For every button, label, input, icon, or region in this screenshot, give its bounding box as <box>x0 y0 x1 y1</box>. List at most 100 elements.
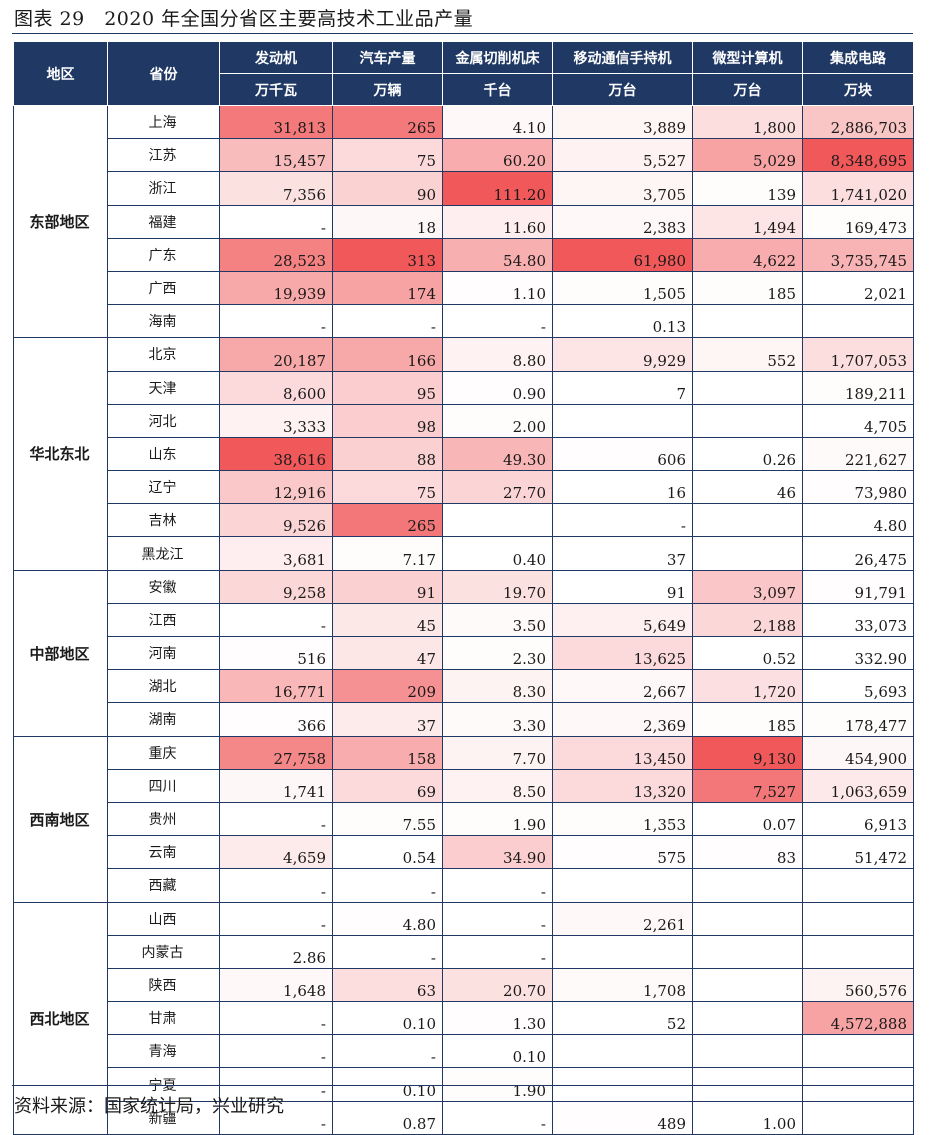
value-cell: 75 <box>332 470 443 505</box>
value-cell: 2,188 <box>692 602 803 638</box>
value-cell: 54.80 <box>442 237 553 272</box>
province-cell: 河北 <box>107 403 220 438</box>
value-cell: 33,073 <box>802 602 914 638</box>
value-cell: 0.10 <box>332 1001 443 1036</box>
value-cell: 332.90 <box>802 635 914 671</box>
value-cell <box>692 503 803 538</box>
value-cell: 4.10 <box>442 104 553 140</box>
value-cell: 15,457 <box>219 138 333 173</box>
table-row: 青海 - -0.10 <box>14 1034 914 1069</box>
province-cell: 四川 <box>107 768 220 803</box>
value-cell: 139 <box>692 171 803 206</box>
table-row: 河北 3,333 98 2.00 4,705 <box>14 403 914 438</box>
value-cell: 0.87 <box>332 1100 443 1135</box>
value-cell: 13,320 <box>552 768 693 803</box>
value-cell: - <box>332 304 443 339</box>
table-row: 江苏 15,457 75 60.20 5,527 5,029 8,348,695 <box>14 138 914 173</box>
header-unit: 万块 <box>802 73 914 106</box>
value-cell: 9,526 <box>219 503 333 538</box>
value-cell: - <box>219 801 333 837</box>
value-cell: 221,627 <box>802 436 914 472</box>
value-cell <box>802 1034 914 1069</box>
value-cell: 8.50 <box>442 768 553 803</box>
value-cell <box>692 868 803 903</box>
table-row: 贵州 -7.55 1.90 1,353 0.07 6,913 <box>14 801 914 837</box>
table-row: 中部地区 安徽 9,258 91 19.70 91 3,097 91,791 <box>13 569 914 737</box>
table-row: 广东 28,523 313 54.80 61,980 4,622 3,735,745 <box>14 237 914 272</box>
header-product: 金属切削机床 <box>442 41 553 74</box>
value-cell: 95 <box>332 370 443 405</box>
province-cell: 天津 <box>107 370 220 405</box>
value-cell: 1,741,020 <box>802 171 914 206</box>
value-cell: - <box>219 1001 333 1036</box>
header-unit: 万辆 <box>332 73 443 106</box>
value-cell: 7 <box>552 370 693 405</box>
value-cell: - <box>442 934 553 969</box>
value-cell: 178,477 <box>802 702 914 737</box>
province-cell: 宁夏 <box>107 1067 220 1102</box>
value-cell: 7.70 <box>442 735 553 770</box>
value-cell: 2,383 <box>552 204 693 239</box>
table-body: 东部地区 上海 31,813 265 4.10 3,889 1,800 2,886,703 江苏… <box>13 104 914 1135</box>
value-cell: - <box>219 204 333 239</box>
province-cell: 江西 <box>107 602 220 638</box>
value-cell <box>692 370 803 405</box>
value-cell: 3.30 <box>442 702 553 737</box>
value-cell: 13,625 <box>552 635 693 671</box>
header-row-names: 地区 省份 发动机 汽车产量 金属切削机床 移动通信手持机 微型计算机 集成电路 <box>13 41 914 106</box>
header-row-units: 万千瓦 万辆 千台 万台 万台 万块 <box>14 73 914 106</box>
value-cell: 16,771 <box>219 669 333 704</box>
value-cell: 0.54 <box>332 835 443 870</box>
value-cell: 552 <box>692 337 803 372</box>
value-cell: 27,758 <box>219 735 333 770</box>
header-region: 地区 <box>13 41 108 106</box>
value-cell: 1,505 <box>552 270 693 306</box>
value-cell <box>552 1067 693 1102</box>
value-cell: 1,063,659 <box>802 768 914 803</box>
value-cell: 265 <box>332 503 443 538</box>
table-row: 华北东北 北京 20,187 166 8.80 9,929 552 1,707,053 <box>13 337 914 571</box>
value-cell: 91 <box>552 569 693 604</box>
value-cell: - <box>442 304 553 339</box>
value-cell: - <box>219 1034 333 1069</box>
value-cell: 47 <box>332 635 443 671</box>
value-cell: 2.00 <box>442 403 553 438</box>
province-cell: 甘肃 <box>107 1001 220 1036</box>
value-cell: 69 <box>332 768 443 803</box>
value-cell: 9,258 <box>219 569 333 604</box>
value-cell: 63 <box>332 967 443 1003</box>
table-row: 湖南 366 37 3.30 2,369 185 178,477 <box>14 702 914 737</box>
province-cell: 海南 <box>107 304 220 339</box>
value-cell: 0.10 <box>442 1034 553 1069</box>
table-row: 黑龙江 3,681 7.17 0.40 37 26,475 <box>14 536 914 571</box>
value-cell: 51,472 <box>802 835 914 870</box>
value-cell: 52 <box>552 1001 693 1036</box>
value-cell <box>692 536 803 571</box>
value-cell: 2,886,703 <box>802 104 914 140</box>
region-cell: 西南地区 <box>13 735 108 903</box>
value-cell: 20,187 <box>219 337 333 372</box>
value-cell: 37 <box>552 536 693 571</box>
value-cell: 366 <box>219 702 333 737</box>
value-cell: 4,705 <box>802 403 914 438</box>
province-cell: 辽宁 <box>107 470 220 505</box>
header-unit: 万台 <box>552 73 693 106</box>
value-cell: 0.26 <box>692 436 803 472</box>
value-cell: 1,494 <box>692 204 803 239</box>
value-cell: 91 <box>332 569 443 604</box>
province-cell: 北京 <box>107 337 220 372</box>
value-cell: 4,622 <box>692 237 803 272</box>
value-cell: 19,939 <box>219 270 333 306</box>
value-cell: 3,681 <box>219 536 333 571</box>
province-cell: 内蒙古 <box>107 934 220 969</box>
value-cell: 1,353 <box>552 801 693 837</box>
value-cell: 31,813 <box>219 104 333 140</box>
table-row: 浙江 7,356 90 111.20 3,705 139 1,741,020 <box>14 171 914 206</box>
value-cell: 5,693 <box>802 669 914 704</box>
value-cell: 0.52 <box>692 635 803 671</box>
bottom-rule <box>12 1085 913 1086</box>
source-note: 资料来源：国家统计局，兴业研究 <box>14 1096 284 1117</box>
table-row: 西南地区 重庆 27,758 158 7.70 13,450 9,130 454,900 <box>13 735 914 903</box>
value-cell: 189,211 <box>802 370 914 405</box>
value-cell: 27.70 <box>442 470 553 505</box>
